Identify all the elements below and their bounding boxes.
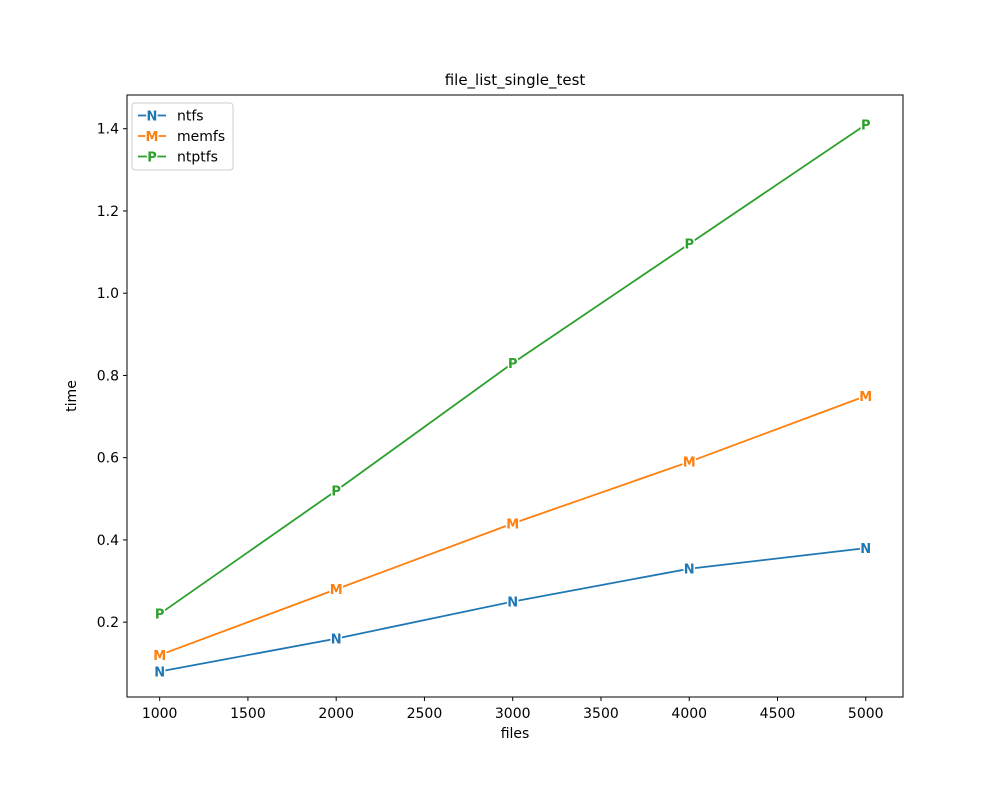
series-marker-memfs: M xyxy=(153,649,166,664)
series-marker-memfs: M xyxy=(506,517,519,532)
series-marker-memfs: M xyxy=(683,456,696,471)
series-marker-ntptfs: P xyxy=(331,484,341,499)
x-tick-label: 3000 xyxy=(495,706,531,722)
x-tick-label: 2500 xyxy=(407,706,443,722)
legend-box xyxy=(131,102,234,171)
legend-label-memfs: memfs xyxy=(177,129,225,145)
plot-border xyxy=(126,94,904,698)
y-tick-label: 1.0 xyxy=(97,286,119,302)
y-tick-label: 0.8 xyxy=(97,368,119,384)
x-tick-label: 4500 xyxy=(760,706,796,722)
series-marker-ntfs: N xyxy=(684,563,695,578)
series-marker-ntfs: N xyxy=(154,665,165,680)
series-marker-ntfs: N xyxy=(331,632,342,647)
series-marker-ntptfs: P xyxy=(155,608,165,623)
x-tick-label: 2000 xyxy=(318,706,354,722)
series-marker-ntptfs: P xyxy=(684,238,694,253)
y-axis-label: time xyxy=(64,380,80,412)
legend-marker-memfs: M xyxy=(146,130,159,145)
y-tick-label: 1.4 xyxy=(97,122,119,138)
legend-label-ntfs: ntfs xyxy=(177,109,204,125)
series-marker-ntptfs: P xyxy=(861,118,871,133)
legend-marker-ntptfs: P xyxy=(147,150,157,165)
series-marker-ntfs: N xyxy=(507,595,518,610)
series-line-memfs xyxy=(158,395,867,656)
legend-label-ntptfs: ntptfs xyxy=(177,150,218,166)
series-marker-memfs: M xyxy=(330,583,343,598)
y-tick-label: 0.4 xyxy=(97,533,119,549)
series-line-ntfs xyxy=(158,547,867,673)
x-tick-label: 3500 xyxy=(583,706,619,722)
series-line-ntptfs xyxy=(158,123,867,615)
x-tick-label: 4000 xyxy=(671,706,707,722)
chart-title: file_list_single_test xyxy=(444,71,586,89)
series-marker-ntfs: N xyxy=(860,542,871,557)
y-tick-label: 0.2 xyxy=(97,615,119,631)
series-marker-memfs: M xyxy=(859,390,872,405)
y-tick-label: 1.2 xyxy=(97,204,119,220)
legend-marker-ntfs: N xyxy=(147,109,158,124)
x-tick-label: 1500 xyxy=(230,706,266,722)
series-marker-ntptfs: P xyxy=(508,357,518,372)
x-axis-label: files xyxy=(500,726,530,742)
x-tick-label: 1000 xyxy=(142,706,178,722)
x-tick-label: 5000 xyxy=(848,706,884,722)
y-tick-label: 0.6 xyxy=(97,451,119,467)
